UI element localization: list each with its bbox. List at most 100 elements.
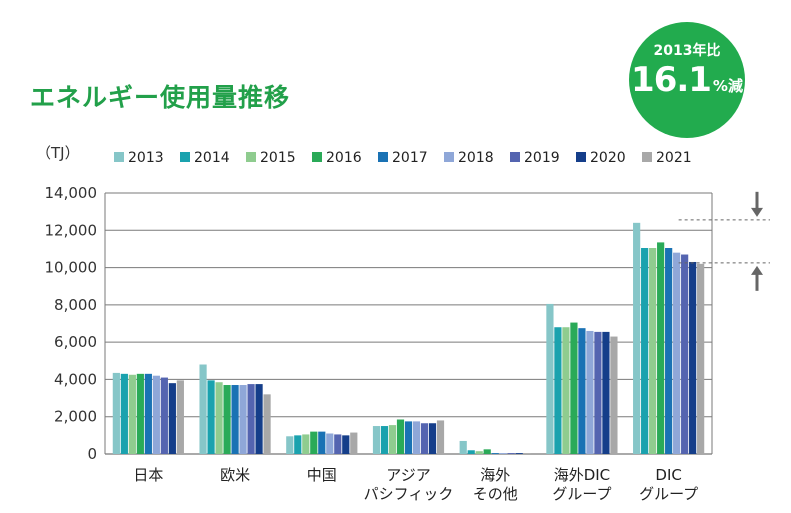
y-tick-label: 4,000 [54,370,97,388]
legend-swatch [642,152,652,162]
legend-label: 2018 [458,150,494,166]
bar [412,421,421,455]
bar [483,449,491,454]
bar [350,432,358,454]
bar [681,254,689,454]
y-tick-label: 0 [87,445,97,463]
bar [459,440,467,454]
bar [199,364,207,454]
bar [515,453,523,454]
category-label: 中国 [307,466,337,484]
y-unit-label: （TJ） [36,144,80,162]
bar [231,385,239,454]
legend-swatch [576,152,586,162]
category-label: その他 [473,485,518,503]
legend-label: 2021 [656,150,692,166]
bar [586,330,594,454]
bar [207,380,215,454]
bar [697,263,705,454]
bar [467,450,475,454]
category-label: 海外DIC [554,466,610,484]
category-label: 海外 [480,466,510,484]
down-arrow-icon [751,207,763,217]
bar [436,420,445,454]
legend-swatch [510,152,520,162]
bar [499,453,507,454]
bar [136,373,144,454]
reduction-badge: 2013年比 16.1 %減 [629,22,745,138]
bar [342,435,350,454]
bar [223,385,231,454]
y-tick-label: 8,000 [54,296,97,314]
bar [294,435,302,454]
legend-swatch [444,152,454,162]
badge-unit: %減 [712,77,743,95]
y-tick-label: 6,000 [54,333,97,351]
bar [286,436,294,454]
bar [570,322,578,454]
legend-label: 2020 [590,150,626,166]
bar [215,382,223,454]
bar [594,331,602,454]
bar [420,423,429,454]
bar [334,434,342,454]
bar [239,385,247,454]
category-label: 日本 [133,466,163,484]
bar [120,373,128,454]
legend-label: 2014 [194,150,230,166]
category-label: 欧米 [220,466,250,484]
bar [144,373,152,454]
bar [610,336,618,454]
legend-swatch [312,152,322,162]
legend-label: 2016 [326,150,362,166]
category-label: アジア [386,466,430,484]
badge-caption: 2013年比 [653,43,721,59]
bar [428,423,437,454]
y-tick-label: 10,000 [45,259,98,277]
bar [160,377,168,454]
category-label: グループ [552,485,611,503]
category-label: グループ [639,485,698,503]
bar [176,380,184,454]
bar [665,248,673,454]
legend-label: 2013 [128,150,164,166]
bar [689,261,697,454]
bar [507,453,515,454]
bar [523,453,531,454]
up-arrow-icon [751,265,763,275]
badge-value: 16.1 [631,60,712,100]
bar [602,331,610,454]
bar [152,375,160,454]
bar [380,426,389,454]
bar [318,431,326,454]
bar [475,451,483,454]
bar [657,242,665,454]
bar [310,431,318,454]
bar [633,222,641,454]
bar [302,434,310,454]
bar [247,384,255,454]
bar [641,248,649,454]
bar [112,372,120,454]
bar [326,433,334,454]
bar [255,384,263,454]
bar [168,383,176,454]
y-tick-label: 12,000 [45,221,98,239]
bar [649,248,657,454]
bar [673,252,681,454]
y-tick-label: 2,000 [54,408,97,426]
bar [546,303,554,454]
category-label: DIC [655,466,681,484]
bar [372,426,381,454]
bar [491,453,499,454]
legend-swatch [180,152,190,162]
badge-value-row: 16.1 %減 [629,60,745,100]
legend-label: 2015 [260,150,296,166]
legend-swatch [114,152,124,162]
category-label: パシフィック [364,485,454,503]
bar [404,421,413,455]
bar [578,328,586,454]
legend-label: 2019 [524,150,560,166]
bar [128,374,136,454]
